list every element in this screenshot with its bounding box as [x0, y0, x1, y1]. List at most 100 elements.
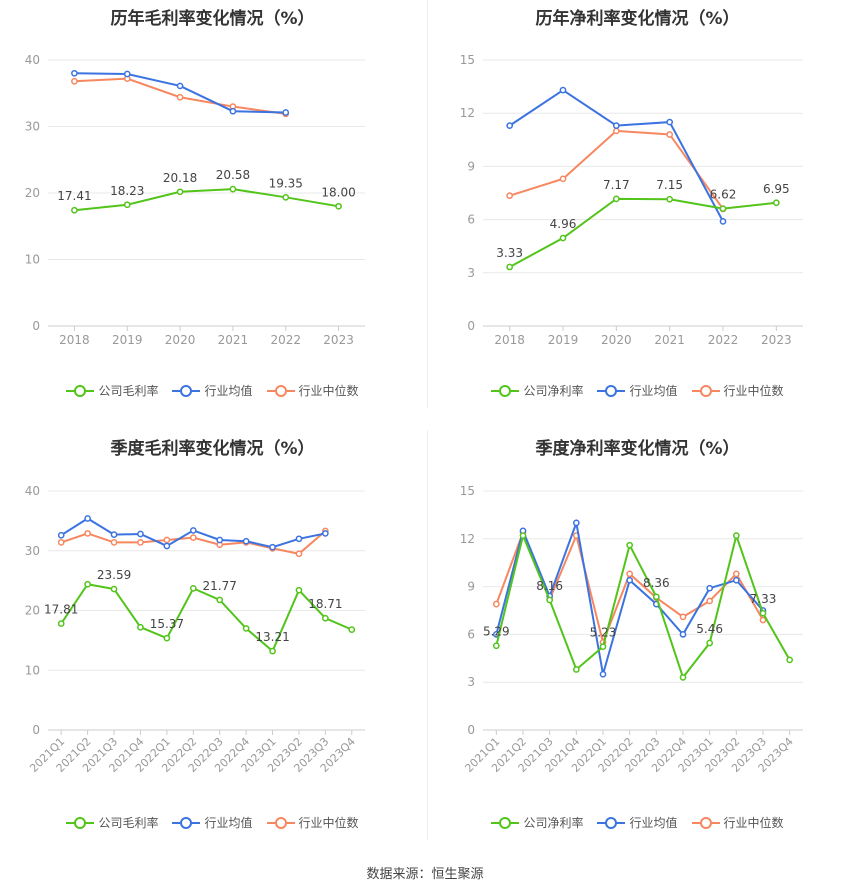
data-label: 20.58 — [216, 168, 250, 182]
chart-title: 历年毛利率变化情况（%） — [110, 9, 315, 29]
chart-title: 季度净利率变化情况（%） — [535, 439, 740, 459]
data-point — [492, 642, 500, 650]
data-label: 4.96 — [550, 217, 577, 231]
x-tick-label: 2021 — [654, 333, 685, 347]
data-point — [229, 185, 237, 193]
data-point — [519, 532, 527, 539]
data-point — [137, 623, 144, 631]
y-tick-label: 12 — [460, 106, 475, 120]
data-point — [137, 530, 144, 538]
x-tick-label: 2022 — [708, 333, 739, 347]
data-point — [282, 193, 290, 201]
data-point — [506, 192, 514, 200]
data-point — [732, 570, 740, 578]
data-point — [732, 576, 740, 584]
legend-label: 公司毛利率 — [98, 384, 159, 398]
data-label: 23.59 — [97, 568, 131, 582]
data-point — [506, 122, 514, 129]
y-tick-label: 0 — [467, 723, 475, 737]
legend-swatch-icon — [597, 816, 626, 829]
data-point — [679, 631, 687, 638]
data-point — [652, 593, 660, 601]
data-point — [706, 597, 714, 605]
data-point — [189, 585, 197, 592]
legend-item[interactable]: 行业中位数 — [691, 382, 784, 399]
data-point — [599, 643, 607, 651]
legend-label: 行业均值 — [629, 816, 678, 830]
chart-plot: 0102030402021Q12021Q22021Q32021Q42022Q12… — [25, 484, 365, 775]
y-tick-label: 15 — [460, 484, 475, 498]
y-tick-label: 40 — [25, 484, 40, 498]
chart-plot: 0 3 6 9 12 15 2018 2019 2020 2021 2022 2023 3.33 4.96… — [460, 53, 803, 347]
data-label: 17.81 — [44, 603, 78, 617]
data-label: 19.35 — [269, 176, 303, 190]
data-label: 17.41 — [57, 189, 91, 203]
data-point — [559, 234, 567, 242]
data-point — [71, 69, 78, 77]
data-point — [123, 201, 131, 209]
legend-swatch-icon — [172, 816, 201, 829]
data-point — [492, 600, 500, 608]
x-tick-label: 2020 — [165, 333, 196, 347]
legend-item[interactable]: 行业均值 — [172, 814, 253, 831]
series-line — [495, 532, 791, 680]
data-point — [706, 584, 714, 592]
legend-item[interactable]: 行业中位数 — [266, 814, 359, 831]
data-point — [163, 542, 171, 550]
x-tick-label: 2019 — [548, 333, 579, 347]
data-point — [295, 550, 303, 558]
legend-swatch-icon — [691, 816, 720, 829]
data-label: 5.46 — [696, 622, 723, 636]
legend-label: 行业均值 — [629, 384, 678, 398]
legend-item[interactable]: 行业中位数 — [266, 382, 359, 399]
chart-title: 历年净利率变化情况（%） — [535, 9, 740, 29]
data-label: 15.37 — [150, 617, 184, 631]
y-tick-label: 9 — [467, 159, 475, 173]
data-label: 18.23 — [110, 184, 144, 198]
data-label: 8.36 — [643, 576, 670, 590]
data-point — [189, 527, 197, 534]
data-point — [163, 536, 171, 544]
y-tick-label: 12 — [460, 532, 475, 546]
data-point — [110, 531, 118, 538]
legend-item[interactable]: 行业中位数 — [691, 814, 784, 831]
chart-quarterly-gross-margin: 季度毛利率变化情况（%） 0 10 20 30 40 2021Q1 2021Q2 2021Q3… — [0, 430, 425, 850]
data-point — [137, 539, 144, 546]
data-point — [295, 535, 303, 543]
data-point — [229, 107, 237, 115]
data-point — [57, 539, 65, 546]
data-point — [626, 576, 634, 584]
data-point — [759, 616, 767, 624]
chart-annual-net-margin: 历年净利率变化情况（%） 0 3 6 9 12 15 2018 2019 2020 2021 202… — [425, 0, 850, 410]
x-tick-label: 2023 — [761, 333, 792, 347]
data-point — [295, 586, 303, 594]
chart-legend: 公司毛利率 行业均值 行业中位数 — [0, 382, 425, 399]
data-point — [572, 519, 580, 527]
legend-item[interactable]: 公司净利率 — [491, 814, 583, 831]
chart-title: 季度毛利率变化情况（%） — [110, 439, 315, 459]
data-point — [242, 537, 250, 545]
legend-item[interactable]: 行业均值 — [597, 382, 678, 399]
legend-label: 行业均值 — [204, 816, 253, 830]
data-label: 8.16 — [536, 579, 563, 593]
legend-label: 公司净利率 — [523, 384, 584, 398]
chart-legend: 公司毛利率 行业均值 行业中位数 — [0, 814, 425, 831]
legend-item[interactable]: 公司毛利率 — [66, 382, 158, 399]
data-point — [282, 109, 290, 116]
y-tick-label: 20 — [25, 604, 40, 618]
data-point — [679, 674, 687, 681]
data-label: 6.95 — [763, 182, 790, 196]
legend-item[interactable]: 公司毛利率 — [66, 814, 158, 831]
data-point — [269, 543, 276, 551]
data-point — [110, 539, 118, 546]
data-point — [772, 199, 780, 207]
x-tick-label: 2023 — [323, 333, 354, 347]
data-point — [759, 609, 767, 617]
data-point — [216, 596, 224, 604]
legend-item[interactable]: 公司净利率 — [491, 382, 583, 399]
chart-plot: 036912152021Q12021Q22021Q32021Q42022Q120… — [460, 484, 803, 775]
data-source-note: 数据来源：恒生聚源 — [366, 867, 484, 882]
legend-item[interactable]: 行业均值 — [172, 382, 253, 399]
legend-item[interactable]: 行业均值 — [597, 814, 678, 831]
legend-label: 公司净利率 — [523, 816, 584, 830]
